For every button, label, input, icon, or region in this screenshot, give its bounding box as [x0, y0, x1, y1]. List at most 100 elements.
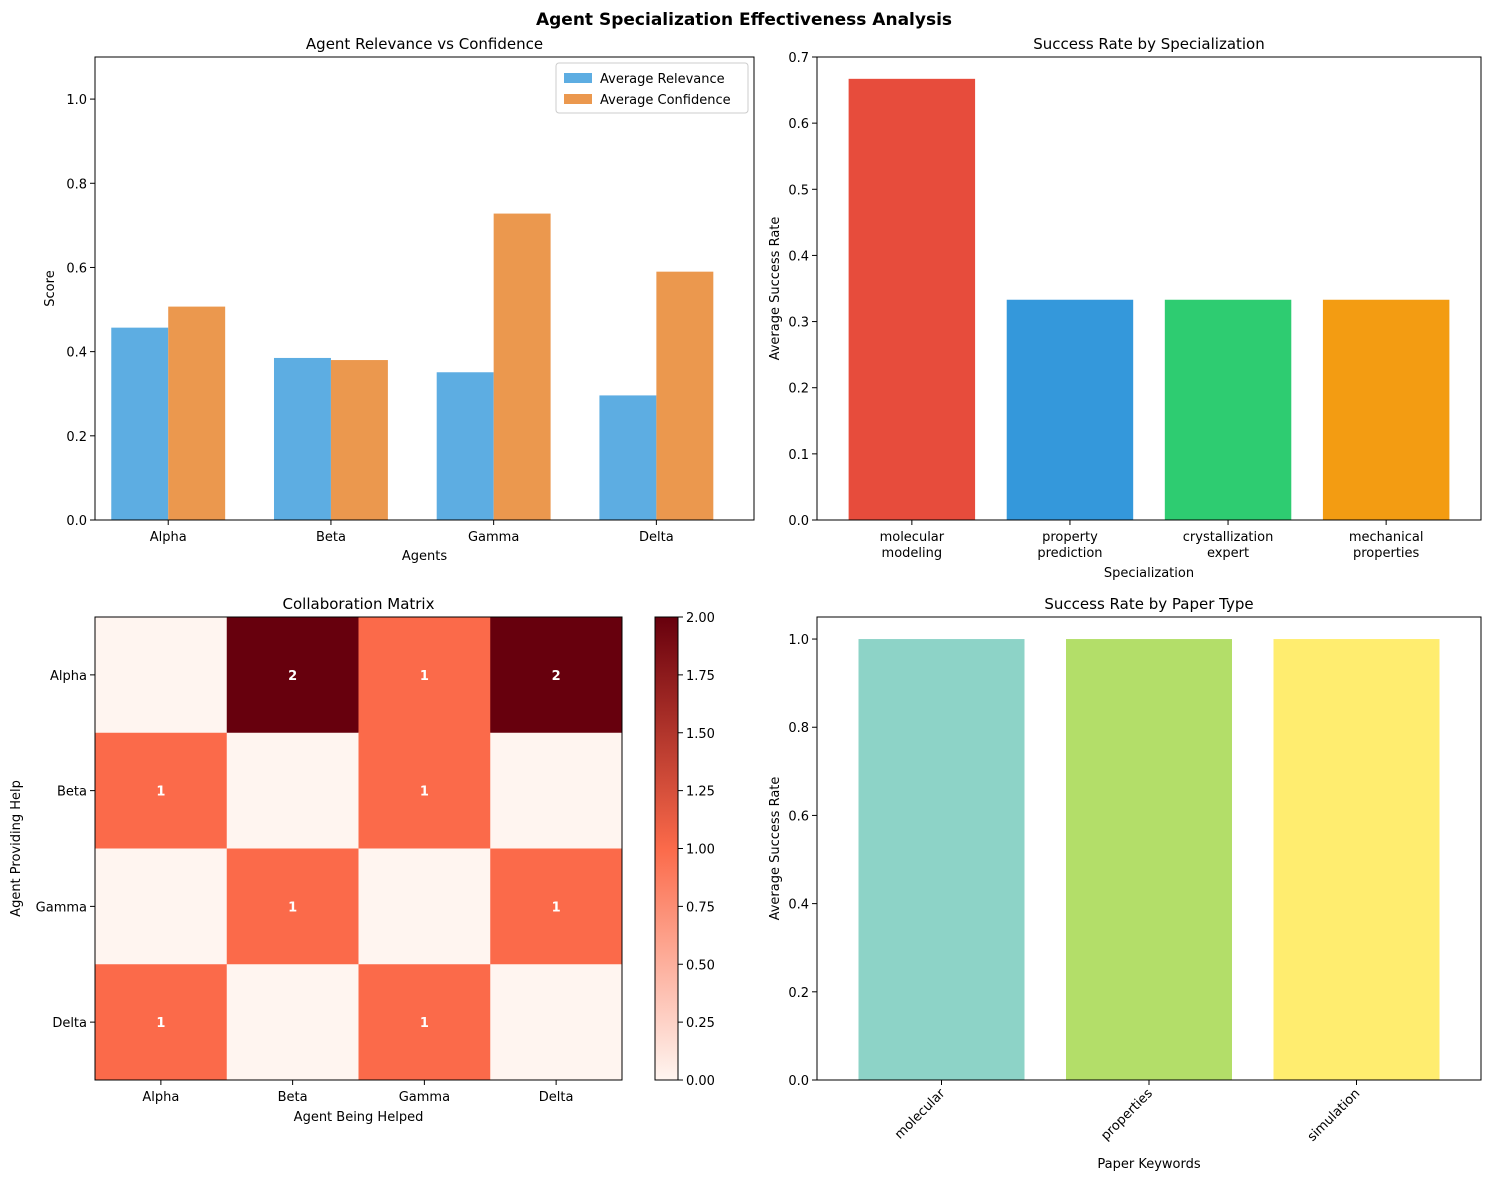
y-tick-label: 0.1	[788, 448, 809, 463]
x-axis-label: Paper Keywords	[1097, 1157, 1200, 1172]
x-axis-label: Specialization	[1104, 566, 1194, 581]
bar-average-relevance	[273, 357, 331, 520]
colorbar-tick-label: 0.75	[686, 900, 715, 915]
x-tick-label: molecular modeling	[880, 530, 945, 561]
heatmap-cell	[226, 964, 359, 1081]
y-tick-label: 1.0	[788, 633, 809, 648]
y-tick-label: 0.0	[788, 1074, 809, 1089]
x-axis-label: Agents	[402, 549, 447, 564]
y-axis-label: Average Success Rate	[768, 777, 783, 921]
y-tick-label: 0.7	[788, 51, 809, 66]
y-tick-label: 0.2	[66, 430, 87, 445]
y-tick-label: Gamma	[36, 900, 87, 915]
bar-average-confidence	[168, 306, 226, 520]
axes-frame	[94, 616, 623, 1081]
heatmap-cell-value: 1	[552, 900, 561, 915]
x-tick-label: Delta	[539, 1090, 574, 1105]
bar	[1164, 299, 1292, 520]
heatmap-cell	[490, 848, 623, 965]
heatmap-cell	[226, 732, 359, 849]
heatmap-cell	[226, 848, 359, 965]
bar-average-confidence	[656, 271, 714, 520]
heatmap-cell-value: 1	[420, 785, 429, 800]
x-tick-label: simulation	[1305, 1086, 1364, 1145]
relevance-confidence-chart: 0.0 0.2 0.4 0.6 0.8 1.0 Alpha Beta Gamma Delta Age…	[43, 35, 755, 564]
chart-title: Success Rate by Paper Type	[1044, 595, 1253, 613]
heatmap-cell	[490, 732, 623, 849]
chart-title: Collaboration Matrix	[283, 595, 435, 613]
bar	[1322, 299, 1450, 520]
heatmap-cell	[95, 732, 228, 849]
axes-frame	[816, 616, 1482, 1081]
legend-label: Average Relevance	[600, 72, 725, 87]
y-tick-label: 0.0	[788, 514, 809, 529]
colorbar-tick-label: 2.00	[686, 611, 715, 626]
axes-frame	[94, 56, 755, 521]
chart-title: Success Rate by Specialization	[1033, 35, 1265, 53]
x-tick-label: Alpha	[142, 1090, 179, 1105]
y-tick-label: 0.4	[788, 898, 809, 913]
y-tick-label: 0.8	[66, 177, 87, 192]
y-tick-label: 0.2	[788, 986, 809, 1001]
legend-label: Average Confidence	[600, 93, 731, 108]
y-tick-label: 0.6	[788, 117, 809, 132]
y-tick-label: 0.6	[788, 809, 809, 824]
legend: Average Relevance Average Confidence	[555, 62, 749, 114]
bar	[1006, 299, 1134, 520]
x-tick-label: molecular	[892, 1086, 949, 1143]
colorbar-tick-label: 1.50	[686, 727, 715, 742]
heatmap-cell	[490, 964, 623, 1081]
bar-average-relevance	[111, 327, 169, 520]
axes-frame	[816, 56, 1482, 521]
y-tick-label: 0.0	[66, 514, 87, 529]
heatmap-cell	[358, 732, 491, 849]
bar-average-confidence	[330, 360, 388, 520]
heatmap-cell	[95, 617, 228, 734]
bar	[1066, 639, 1232, 1080]
colorbar-tick-label: 0.50	[686, 958, 715, 973]
heatmap-cell-value: 1	[156, 1016, 165, 1031]
x-tick-label: Beta	[278, 1090, 308, 1105]
colorbar-tick-label: 0.00	[686, 1074, 715, 1089]
collaboration-matrix-chart: 2 1 2 1 1 1 1 1 1 Alpha Beta Gamma Delta Alpha Beta Gam…	[9, 595, 715, 1125]
heatmap-cell-value: 1	[288, 900, 297, 915]
heatmap-cell-value: 1	[420, 669, 429, 684]
bar-average-confidence	[493, 213, 551, 520]
y-tick-label: Beta	[57, 785, 87, 800]
legend-box	[555, 62, 749, 114]
chart-title: Agent Relevance vs Confidence	[306, 35, 543, 53]
heatmap-cell-value: 1	[420, 1016, 429, 1031]
y-tick-label: 0.8	[788, 721, 809, 736]
heatmap-cell	[358, 964, 491, 1081]
heatmap-cell	[358, 848, 491, 965]
heatmap-cell-value: 2	[552, 669, 561, 684]
colorbar: 0.00 0.25 0.50 0.75 1.00 1.25 1.50 1.75 2.00	[654, 611, 715, 1089]
x-tick-label: property prediction	[1037, 530, 1102, 561]
y-tick-label: Alpha	[50, 669, 87, 684]
figure-suptitle: Agent Specialization Effectiveness Analy…	[536, 10, 952, 30]
x-tick-label: Delta	[639, 530, 674, 545]
heatmap-cell	[95, 964, 228, 1081]
x-tick-label: properties	[1098, 1086, 1156, 1144]
y-tick-label: 0.4	[788, 249, 809, 264]
x-tick-label: Gamma	[399, 1090, 450, 1105]
y-tick-label: 0.5	[788, 183, 809, 198]
bar	[1273, 639, 1440, 1080]
bar	[858, 639, 1025, 1080]
y-tick-label: 0.3	[788, 316, 809, 331]
y-tick-label: 0.4	[66, 346, 87, 361]
success-by-specialization-chart: 0.0 0.1 0.2 0.3 0.4 0.5 0.6 0.7 molecular modelin…	[768, 35, 1482, 581]
y-tick-label: Delta	[52, 1016, 87, 1031]
colorbar-tick-label: 1.00	[686, 843, 715, 858]
x-axis-label: Agent Being Helped	[294, 1110, 424, 1125]
heatmap-cell	[358, 617, 491, 734]
bar	[848, 78, 976, 520]
success-by-paper-type-chart: 0.0 0.2 0.4 0.6 0.8 1.0 molecular properties sim…	[768, 595, 1482, 1172]
colorbar-tick-label: 0.25	[686, 1016, 715, 1031]
x-tick-label: Beta	[316, 530, 346, 545]
y-tick-label: 1.0	[66, 93, 87, 108]
heatmap-cell-value: 2	[288, 669, 297, 684]
heatmap-cell	[490, 617, 623, 734]
y-tick-label: 0.6	[66, 261, 87, 276]
